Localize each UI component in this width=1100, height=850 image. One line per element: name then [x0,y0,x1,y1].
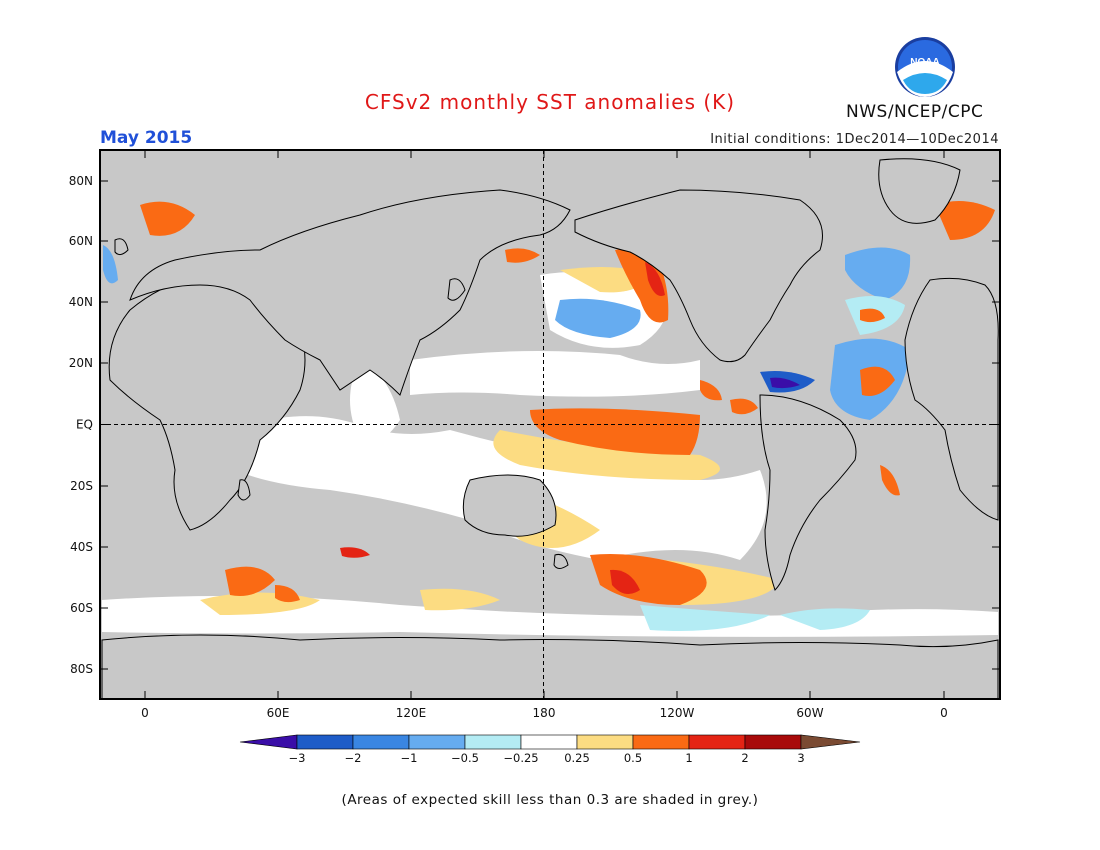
lat-label: 60N [69,234,93,248]
colorbar-label: 3 [797,751,804,765]
lon-label: 120W [660,706,695,720]
forecast-month: May 2015 [100,128,193,148]
colorbar-bin [352,734,410,750]
colorbar-label: −0.5 [451,751,479,765]
colorbar-label: −1 [401,751,418,765]
lat-label: 80N [69,174,93,188]
colorbar-bin [632,734,690,750]
colorbar: −3 −2 −1 −0.5 −0.25 0.25 0.5 1 2 3 [239,734,861,765]
lat-label: 60S [70,601,93,615]
agency-label: NWS/NCEP/CPC [846,102,984,122]
skill-footnote: (Areas of expected skill less than 0.3 a… [341,792,759,808]
colorbar-label: 0.25 [564,751,590,765]
colorbar-bin [576,734,634,750]
lat-label: 20N [69,356,93,370]
lon-label: 0 [141,706,149,720]
colorbar-label: −0.25 [503,751,538,765]
lat-label: 40S [70,540,93,554]
noaa-logo-text: NOAA [910,57,939,68]
colorbar-label: −3 [289,751,306,765]
colorbar-label: −2 [345,751,362,765]
colorbar-arrow-high [800,734,861,750]
noaa-logo: NOAA [895,37,955,97]
colorbar-bin [744,734,802,750]
lon-label: 60W [796,706,823,720]
map-title: CFSv2 monthly SST anomalies (K) [364,90,736,114]
colorbar-bin [296,734,354,750]
lat-label: EQ [76,418,93,432]
colorbar-bin [464,734,522,750]
lon-label: 60E [267,706,290,720]
lon-label: 0 [940,706,948,720]
colorbar-label: 0.5 [624,751,642,765]
longitude-axis: 0 60E 120E 180 120W 60W 0 [141,150,948,720]
colorbar-bin [520,734,578,750]
colorbar-bin [408,734,466,750]
colorbar-bin [688,734,746,750]
lon-label: 180 [533,706,556,720]
initial-conditions: Initial conditions: 1Dec2014—10Dec2014 [710,132,999,147]
colorbar-label: 2 [741,751,748,765]
colorbar-label: 1 [685,751,692,765]
lat-label: 20S [70,479,93,493]
continent-outlines [101,158,999,700]
colorbar-arrow-low [239,734,298,750]
latitude-axis: 80N 60N 40N 20N EQ 20S 40S 60S 80S [69,174,1000,676]
lat-label: 80S [70,662,93,676]
lon-label: 120E [396,706,427,720]
lat-label: 40N [69,295,93,309]
